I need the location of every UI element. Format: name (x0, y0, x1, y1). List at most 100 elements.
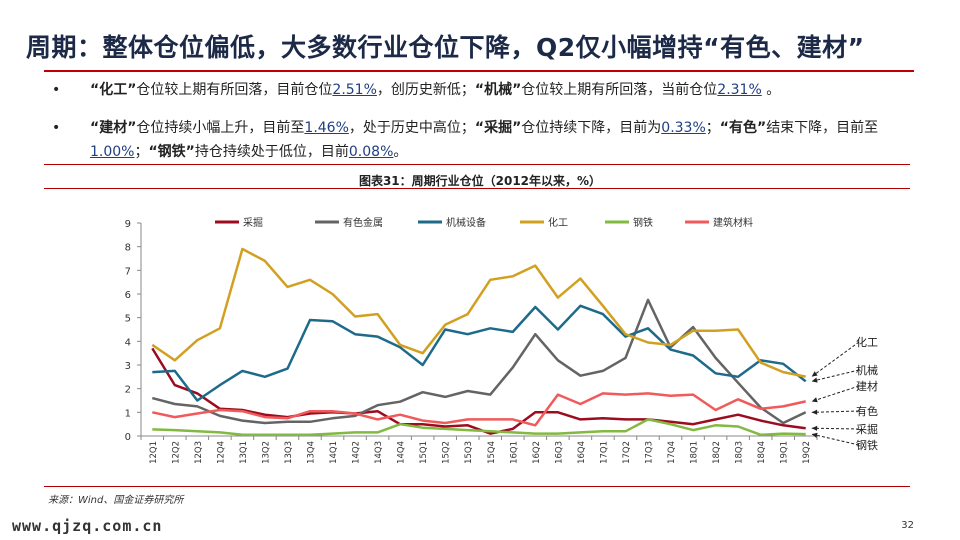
legend-label: 采掘 (243, 216, 263, 229)
position-value: 1.00% (90, 144, 135, 160)
bullet-text-run: ； (134, 144, 149, 160)
end-label: 钢铁 (856, 439, 878, 452)
end-label-leader (811, 385, 860, 402)
figure-top-divider (44, 164, 910, 165)
x-tick-label: 2019Q1 (780, 441, 790, 464)
bullet-1-marker: • (52, 82, 61, 98)
bullet-text-run: 。 (393, 144, 408, 160)
slide-title: 周期：整体仓位偏低，大多数行业仓位下降，Q2仅小幅增持“有色、建材” (26, 33, 865, 62)
series-line-2 (152, 304, 807, 402)
end-label: 机械 (856, 363, 878, 377)
x-tick-label: 2016Q1 (509, 441, 519, 464)
x-tick-label: 2013Q2 (261, 441, 271, 464)
end-label-leader (811, 410, 860, 413)
y-tick-label: 1 (125, 408, 131, 419)
bullet-text-run: 仓位持续下降，目前为 (521, 120, 662, 136)
title-divider (44, 70, 914, 72)
sector-name: “机械” (474, 82, 522, 98)
bullet-text-run: ，处于历史中高位； (348, 120, 475, 136)
x-tick-label: 2013Q1 (239, 441, 249, 464)
bullet-1-text: “化工”仓位较上期有所回落，目前仓位2.51%，创历史新低；“机械”仓位较上期有… (52, 78, 912, 102)
end-label-leader (811, 369, 860, 382)
legend-label: 化工 (548, 216, 568, 229)
bullet-text-run: 持仓持续处于低位，目前 (194, 144, 349, 160)
end-label: 有色 (856, 404, 878, 418)
position-value: 2.31% (717, 82, 762, 98)
x-tick-label: 2018Q3 (735, 441, 745, 464)
page-number: 32 (901, 520, 914, 531)
bullet-text-run: 仓位较上期有所回落，当前仓位 (521, 82, 718, 98)
series-line-4 (152, 418, 806, 437)
y-tick-label: 5 (125, 314, 131, 325)
bullet-2: • “建材”仓位持续小幅上升，目前至1.46%，处于历史中高位；“采掘”仓位持续… (52, 116, 912, 164)
y-tick-label: 8 (125, 243, 131, 254)
bullet-text-run: 。 (761, 82, 781, 98)
chart-title: 图表31：周期行业仓位（2012年以来，%） (358, 174, 602, 188)
series-line-1 (151, 298, 807, 425)
bullet-text-run: 仓位持续小幅上升，目前至 (136, 120, 305, 136)
x-tick-label: 2017Q2 (622, 441, 632, 464)
position-value: 0.33% (661, 120, 706, 136)
position-value: 2.51% (332, 82, 377, 98)
x-tick-label: 2017Q4 (667, 441, 677, 464)
y-tick-label: 9 (125, 219, 131, 230)
end-label-arrow (811, 409, 818, 415)
x-tick-label: 2014Q3 (374, 441, 384, 464)
position-value: 0.08% (348, 144, 394, 160)
x-tick-label: 2018Q2 (712, 441, 722, 464)
bullet-1: • “化工”仓位较上期有所回落，目前仓位2.51%，创历史新低；“机械”仓位较上… (52, 78, 912, 102)
sector-name: “建材” (90, 120, 137, 136)
bullet-text-run: 仓位较上期有所回落，目前仓位 (136, 82, 333, 98)
y-tick-label: 4 (125, 337, 131, 348)
legend-label: 机械设备 (446, 216, 486, 229)
x-tick-label: 2015Q3 (464, 441, 474, 464)
end-label-arrow (811, 377, 818, 383)
x-tick-label: 2015Q1 (419, 441, 429, 464)
x-tick-label: 2016Q3 (554, 441, 564, 464)
sector-name: “采掘” (474, 120, 522, 136)
bullet-2-text: “建材”仓位持续小幅上升，目前至1.46%，处于历史中高位；“采掘”仓位持续下降… (52, 116, 912, 164)
x-tick-label: 2017Q1 (599, 441, 609, 464)
y-tick-label: 0 (125, 432, 131, 443)
end-label-leader (811, 427, 860, 430)
y-tick-label: 3 (125, 361, 131, 372)
x-tick-label: 2014Q1 (329, 441, 339, 464)
x-tick-label: 2016Q2 (532, 441, 542, 464)
figure-title-divider (44, 188, 910, 189)
line-chart: 0 1 2 3 4 5 6 7 8 9 2012Q1 2012Q2 2012Q3 2012Q4 2013Q1… (125, 216, 878, 464)
x-tick-label: 2012Q1 (149, 441, 159, 464)
end-label-arrow (811, 397, 818, 403)
end-label-arrow (811, 432, 818, 438)
y-tick-label: 2 (125, 385, 131, 396)
x-tick-label: 2015Q4 (487, 441, 497, 464)
bullet-text-run: 结束下降，目前至 (766, 120, 879, 136)
x-tick-label: 2013Q3 (284, 441, 294, 464)
end-label: 建材 (856, 379, 878, 393)
x-tick-label: 2014Q4 (397, 441, 407, 464)
bullet-2-marker: • (52, 120, 61, 136)
source-note: 来源：Wind、国金证券研究所 (48, 495, 184, 506)
legend-label: 有色金属 (343, 216, 383, 229)
x-tick-label: 2012Q4 (216, 441, 226, 464)
end-label-arrow (811, 371, 818, 377)
end-label: 采掘 (856, 422, 878, 436)
x-tick-label: 2018Q1 (690, 441, 700, 464)
y-tick-label: 6 (125, 290, 131, 301)
figure-bottom-divider (44, 486, 910, 487)
bullet-text-run: ，创历史新低； (376, 82, 475, 98)
x-tick-label: 2015Q2 (442, 441, 452, 464)
x-tick-label: 2016Q4 (577, 441, 587, 464)
x-tick-label: 2013Q4 (307, 441, 317, 464)
legend-label: 钢铁 (633, 216, 653, 229)
watermark-url: www.qjzq.com.cn (12, 517, 163, 535)
end-label: 化工 (856, 335, 878, 349)
x-tick-label: 2012Q3 (194, 441, 204, 464)
series-line-3 (151, 247, 806, 378)
x-tick-label: 2014Q2 (352, 441, 362, 464)
x-tick-label: 2018Q4 (757, 441, 767, 464)
bullet-text-run: ； (705, 120, 720, 136)
sector-name: “钢铁” (148, 144, 195, 160)
x-tick-label: 2019Q2 (802, 441, 812, 464)
sector-name: “有色” (719, 120, 767, 136)
sector-name: “化工” (90, 82, 137, 98)
